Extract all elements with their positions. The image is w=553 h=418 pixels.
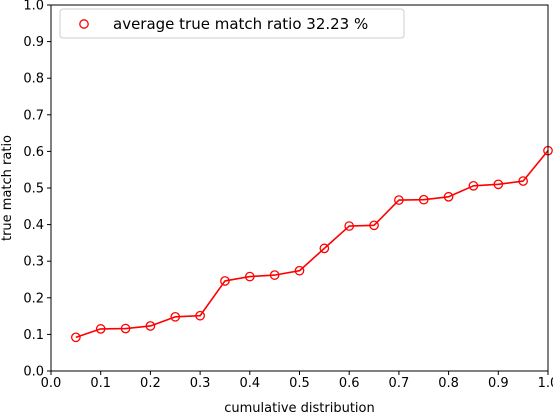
x-tick-label: 0.7	[389, 376, 410, 391]
y-tick-label: 1.0	[23, 0, 44, 14]
y-tick-label: 0.5	[23, 182, 44, 197]
data-point	[120, 323, 131, 334]
data-point	[518, 176, 529, 186]
data-point	[195, 310, 205, 321]
legend-marker	[79, 19, 89, 29]
legend: average true match ratio 32.23 %	[59, 8, 405, 39]
y-tick-label: 0.4	[23, 218, 44, 233]
x-tick-label: 0.6	[339, 376, 360, 391]
y-tick-label: 0.0	[23, 365, 44, 380]
x-tick-label: 0.9	[488, 376, 509, 391]
x-axis-label: cumulative distribution	[224, 401, 374, 414]
y-axis-label: true match ratio	[0, 135, 15, 241]
x-tick-label: 0.1	[90, 376, 111, 391]
data-point	[71, 332, 81, 343]
y-tick-label: 0.9	[23, 35, 44, 50]
data-point	[394, 195, 404, 205]
legend-box	[59, 8, 405, 39]
legend-label: average true match ratio 32.23 %	[113, 15, 368, 33]
data-point	[95, 324, 106, 334]
data-point	[170, 311, 181, 322]
x-tick-label: 1.0	[538, 376, 553, 391]
data-point	[269, 270, 280, 280]
x-tick-label: 0.0	[41, 376, 62, 391]
y-tick-label: 0.6	[23, 145, 44, 160]
data-point	[294, 265, 305, 276]
data-point	[418, 194, 429, 205]
y-tick-label: 0.1	[23, 328, 44, 343]
data-point	[443, 191, 454, 202]
y-tick-label: 0.7	[23, 108, 44, 123]
data-point	[319, 243, 330, 254]
data-point	[468, 180, 479, 191]
x-tick-label: 0.5	[289, 376, 310, 391]
data-point	[145, 321, 156, 331]
y-tick-label: 0.2	[23, 291, 44, 306]
x-tick-label: 0.8	[438, 376, 459, 391]
x-axis: 0.0 0.1 0.2 0.3 0.4 0.5 0.6 0.7 0.8 0.9 1.0	[41, 371, 553, 391]
x-tick-label: 0.2	[140, 376, 161, 391]
x-tick-label: 0.3	[190, 376, 211, 391]
y-axis: 0.0 0.1 0.2 0.3 0.4 0.5 0.6 0.7 0.8 0.9 1.0	[23, 0, 51, 380]
data-point	[244, 271, 255, 282]
data-point	[344, 221, 355, 231]
series-layer	[71, 145, 553, 343]
data-point	[493, 179, 504, 190]
y-tick-label: 0.8	[23, 72, 44, 87]
y-tick-label: 0.3	[23, 255, 44, 270]
data-point	[220, 276, 230, 286]
data-point	[369, 220, 379, 231]
x-tick-label: 0.4	[239, 376, 260, 391]
